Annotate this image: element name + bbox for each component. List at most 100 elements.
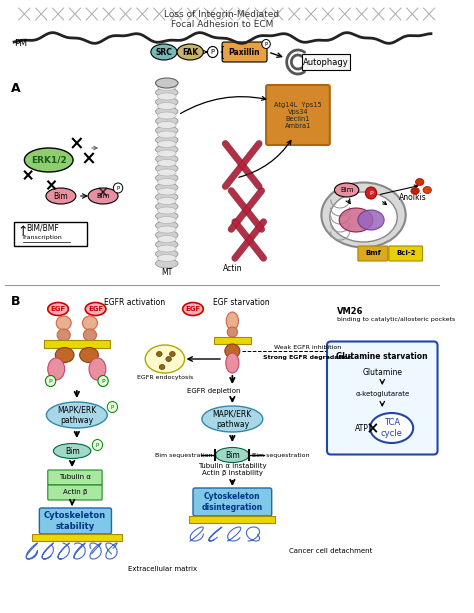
Ellipse shape: [48, 302, 68, 316]
Text: Bim sequestration: Bim sequestration: [155, 452, 212, 457]
Ellipse shape: [24, 148, 73, 172]
Text: ↑: ↑: [18, 224, 28, 237]
Ellipse shape: [157, 197, 176, 205]
Ellipse shape: [370, 413, 413, 443]
Ellipse shape: [145, 345, 184, 373]
Ellipse shape: [155, 183, 178, 192]
Ellipse shape: [107, 402, 118, 413]
Ellipse shape: [55, 348, 74, 362]
Text: Weak EGFR inhibition: Weak EGFR inhibition: [273, 345, 341, 349]
Ellipse shape: [157, 131, 176, 138]
Ellipse shape: [358, 210, 384, 230]
Text: Bcl-2: Bcl-2: [396, 250, 415, 256]
Ellipse shape: [155, 249, 178, 259]
Ellipse shape: [155, 211, 178, 221]
Text: Paxillin: Paxillin: [229, 47, 260, 56]
Ellipse shape: [155, 88, 178, 97]
Text: binding to catalytic/allosteric pockets: binding to catalytic/allosteric pockets: [337, 316, 456, 321]
Text: TCA
cycle: TCA cycle: [381, 418, 402, 438]
Text: P: P: [49, 378, 53, 384]
Text: Bim: Bim: [65, 446, 80, 455]
Ellipse shape: [98, 376, 108, 387]
Ellipse shape: [411, 188, 419, 194]
Ellipse shape: [365, 187, 377, 199]
Text: Bim: Bim: [96, 193, 110, 199]
Text: α-ketoglutarate: α-ketoglutarate: [355, 391, 410, 397]
Text: Tubulin α: Tubulin α: [59, 474, 91, 480]
Text: P: P: [210, 49, 215, 55]
Text: A: A: [11, 82, 21, 95]
Text: P: P: [111, 405, 114, 409]
Ellipse shape: [155, 126, 178, 135]
Text: Transcription: Transcription: [22, 235, 63, 240]
FancyBboxPatch shape: [327, 341, 438, 454]
Ellipse shape: [46, 402, 107, 428]
Text: MT: MT: [161, 267, 173, 276]
Ellipse shape: [208, 47, 218, 58]
Ellipse shape: [155, 221, 178, 230]
FancyBboxPatch shape: [39, 508, 111, 534]
FancyBboxPatch shape: [48, 470, 102, 485]
Bar: [32, 534, 122, 541]
Text: BIM/BMF: BIM/BMF: [26, 224, 58, 232]
Ellipse shape: [157, 216, 176, 224]
Text: Loss of Integrin-Mediated
Focal Adhesion to ECM: Loss of Integrin-Mediated Focal Adhesion…: [164, 10, 280, 29]
Ellipse shape: [151, 44, 177, 60]
Ellipse shape: [225, 344, 240, 358]
Text: Bmf: Bmf: [365, 250, 381, 256]
Text: P: P: [264, 42, 268, 47]
Text: EGFR activation: EGFR activation: [104, 297, 165, 306]
Text: Tubulin α instability
Actin β instability: Tubulin α instability Actin β instabilit…: [198, 462, 267, 476]
Text: Actin β: Actin β: [63, 489, 87, 495]
Ellipse shape: [157, 83, 176, 91]
Ellipse shape: [155, 145, 178, 154]
Text: EGFR endocytosis: EGFR endocytosis: [137, 375, 193, 379]
Ellipse shape: [155, 154, 178, 164]
Ellipse shape: [157, 112, 176, 119]
Text: EGF: EGF: [50, 306, 66, 312]
Text: EGFR depletion: EGFR depletion: [187, 388, 240, 394]
Text: B: B: [11, 295, 21, 308]
Text: Bim: Bim: [340, 187, 354, 193]
Bar: [44, 340, 109, 348]
Ellipse shape: [216, 447, 249, 462]
Ellipse shape: [157, 254, 176, 262]
Bar: [14, 222, 87, 246]
Bar: [189, 516, 275, 523]
FancyBboxPatch shape: [48, 485, 102, 500]
Ellipse shape: [155, 78, 178, 88]
Ellipse shape: [227, 327, 237, 337]
Bar: [214, 337, 251, 344]
Ellipse shape: [155, 78, 178, 88]
Ellipse shape: [155, 135, 178, 145]
Ellipse shape: [157, 235, 176, 243]
Ellipse shape: [85, 302, 106, 316]
Text: Glutamine: Glutamine: [362, 368, 402, 376]
Ellipse shape: [48, 358, 64, 380]
Text: ERK1/2: ERK1/2: [31, 156, 66, 164]
Text: FAK: FAK: [182, 47, 198, 56]
Ellipse shape: [416, 178, 424, 186]
Ellipse shape: [155, 259, 178, 268]
Ellipse shape: [226, 353, 239, 373]
Ellipse shape: [157, 207, 176, 214]
Text: MAPK/ERK
pathway: MAPK/ERK pathway: [57, 405, 96, 425]
Ellipse shape: [57, 329, 70, 341]
Ellipse shape: [157, 150, 176, 157]
Ellipse shape: [157, 245, 176, 252]
Ellipse shape: [339, 208, 373, 232]
Ellipse shape: [155, 116, 178, 126]
Text: P: P: [101, 378, 105, 384]
Ellipse shape: [157, 226, 176, 233]
Ellipse shape: [155, 240, 178, 249]
Ellipse shape: [92, 440, 102, 451]
Text: Extracellular matrix: Extracellular matrix: [128, 566, 198, 572]
Text: P: P: [117, 186, 119, 191]
Ellipse shape: [113, 183, 123, 193]
Ellipse shape: [155, 192, 178, 202]
Text: Bim sequestration: Bim sequestration: [252, 452, 310, 457]
Ellipse shape: [177, 44, 203, 60]
Ellipse shape: [157, 169, 176, 176]
Ellipse shape: [82, 316, 98, 330]
Ellipse shape: [226, 312, 238, 330]
